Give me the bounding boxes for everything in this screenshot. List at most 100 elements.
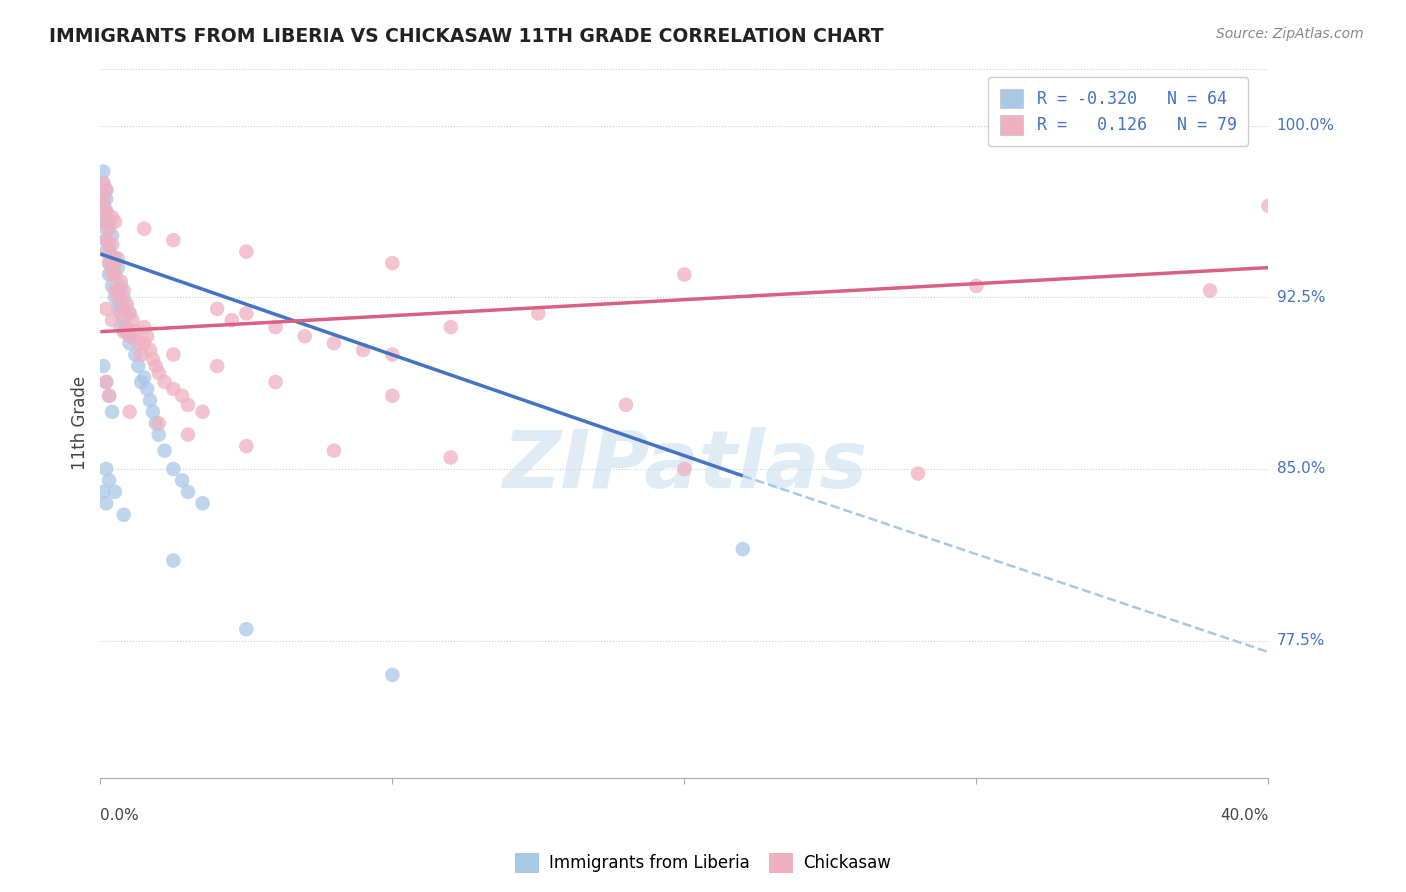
Point — [153, 375, 176, 389]
Point — [91, 164, 114, 178]
Point — [104, 256, 127, 270]
Point — [118, 306, 141, 320]
Point — [101, 249, 124, 263]
Point — [91, 187, 114, 202]
Point — [96, 496, 118, 510]
Point — [381, 256, 404, 270]
Point — [104, 268, 127, 282]
Point — [221, 313, 243, 327]
Point — [264, 375, 287, 389]
Point — [191, 405, 214, 419]
Point — [139, 343, 162, 357]
Point — [527, 306, 550, 320]
Point — [1257, 199, 1279, 213]
Point — [134, 370, 156, 384]
Point — [139, 393, 162, 408]
Point — [98, 221, 121, 235]
Point — [91, 215, 114, 229]
Point — [98, 474, 121, 488]
Point — [91, 484, 114, 499]
Text: ZIPatlas: ZIPatlas — [502, 426, 868, 505]
Point — [101, 211, 124, 225]
Point — [98, 268, 121, 282]
Point — [107, 301, 129, 316]
Point — [91, 215, 114, 229]
Point — [112, 290, 135, 304]
Point — [127, 336, 149, 351]
Point — [134, 221, 156, 235]
Point — [107, 252, 129, 266]
Point — [96, 221, 118, 235]
Point — [101, 279, 124, 293]
Point — [323, 443, 346, 458]
Point — [107, 284, 129, 298]
Point — [96, 301, 118, 316]
Text: 100.0%: 100.0% — [1277, 119, 1334, 133]
Point — [162, 553, 184, 567]
Point — [162, 233, 184, 247]
Point — [172, 474, 194, 488]
Point — [381, 389, 404, 403]
Point — [104, 484, 127, 499]
Point — [91, 211, 114, 225]
Point — [96, 375, 118, 389]
Point — [134, 336, 156, 351]
Point — [145, 359, 167, 373]
Point — [104, 215, 127, 229]
Point — [96, 233, 118, 247]
Point — [172, 389, 194, 403]
Legend: Immigrants from Liberia, Chickasaw: Immigrants from Liberia, Chickasaw — [509, 847, 897, 880]
Point — [162, 462, 184, 476]
Point — [115, 325, 138, 339]
Point — [124, 348, 146, 362]
Point — [352, 343, 374, 357]
Point — [124, 325, 146, 339]
Point — [110, 306, 132, 320]
Point — [264, 320, 287, 334]
Point — [115, 297, 138, 311]
Point — [98, 237, 121, 252]
Point — [129, 375, 152, 389]
Point — [965, 279, 987, 293]
Point — [381, 348, 404, 362]
Point — [323, 336, 346, 351]
Point — [98, 389, 121, 403]
Point — [96, 462, 118, 476]
Point — [673, 462, 696, 476]
Point — [112, 301, 135, 316]
Point — [115, 320, 138, 334]
Point — [110, 279, 132, 293]
Point — [96, 205, 118, 219]
Point — [191, 496, 214, 510]
Point — [148, 366, 170, 380]
Point — [101, 268, 124, 282]
Point — [235, 439, 257, 453]
Point — [96, 203, 118, 218]
Point — [98, 256, 121, 270]
Point — [112, 508, 135, 522]
Point — [118, 336, 141, 351]
Point — [136, 382, 159, 396]
Text: 92.5%: 92.5% — [1277, 290, 1326, 305]
Point — [110, 320, 132, 334]
Point — [294, 329, 316, 343]
Point — [107, 290, 129, 304]
Point — [104, 252, 127, 266]
Point — [98, 215, 121, 229]
Point — [110, 297, 132, 311]
Point — [127, 359, 149, 373]
Point — [440, 450, 463, 465]
Point — [101, 237, 124, 252]
Point — [907, 467, 929, 481]
Point — [162, 348, 184, 362]
Point — [1199, 284, 1222, 298]
Point — [101, 260, 124, 275]
Text: 0.0%: 0.0% — [100, 808, 139, 823]
Point — [104, 290, 127, 304]
Point — [112, 284, 135, 298]
Point — [235, 622, 257, 636]
Point — [91, 359, 114, 373]
Point — [107, 260, 129, 275]
Point — [96, 183, 118, 197]
Point — [104, 268, 127, 282]
